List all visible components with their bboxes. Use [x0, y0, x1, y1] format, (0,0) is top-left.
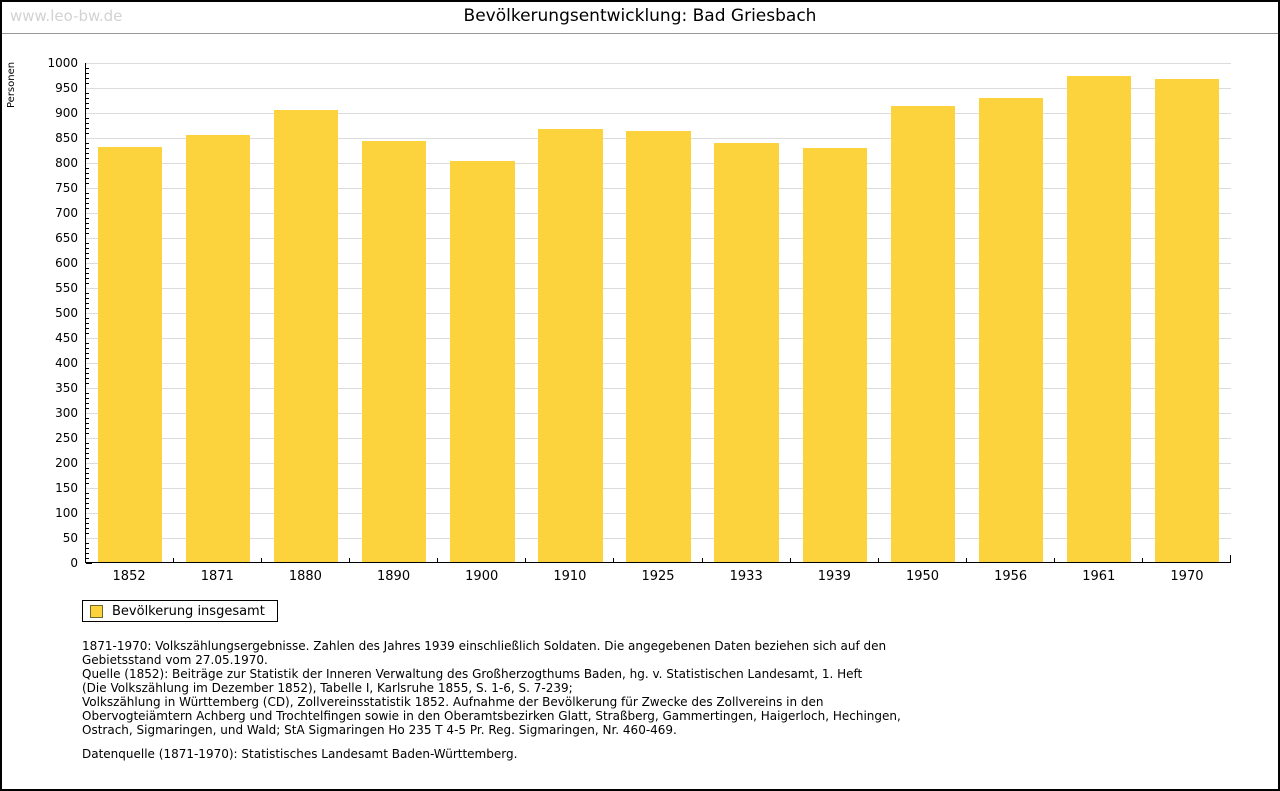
bar-slot [526, 63, 614, 562]
chart-title: Bevölkerungsentwicklung: Bad Griesbach [463, 6, 817, 26]
bar-slot [1055, 63, 1143, 562]
y-tick-label: 300 [55, 406, 78, 420]
y-tick-label: 750 [55, 181, 78, 195]
x-tick-label: 1925 [641, 569, 675, 584]
y-tick-label: 50 [62, 531, 78, 545]
x-tick [525, 558, 527, 562]
y-axis-labels: 0 50 100 150 200 250 300 350 400 450 500 550 600 650 7… [30, 56, 78, 573]
watermark: www.leo-bw.de [10, 7, 123, 25]
x-tick-label: 1970 [1170, 569, 1204, 584]
x-tick-label: 1933 [729, 569, 763, 584]
x-tick-label: 1852 [112, 569, 146, 584]
y-tick-label: 700 [55, 206, 78, 220]
header-divider [2, 33, 1278, 34]
bar-slot [86, 63, 174, 562]
bar-1933 [714, 142, 779, 562]
bar-1961 [1066, 75, 1132, 562]
y-tick [86, 563, 92, 564]
bar-slot [174, 63, 262, 562]
bar-slot [350, 63, 438, 562]
footnote-line: Obervogteiämtern Achberg und Trochtelfin… [82, 709, 901, 723]
bar-1880 [274, 109, 339, 562]
footnote-line: (Die Volkszählung im Dezember 1852), Tab… [82, 681, 573, 695]
bar-slot [262, 63, 350, 562]
y-tick-label: 100 [55, 506, 78, 520]
y-tick-label: 400 [55, 356, 78, 370]
y-tick-label: 650 [55, 231, 78, 245]
y-tick-label: 950 [55, 81, 78, 95]
footnote-line: Quelle (1852): Beiträge zur Statistik de… [82, 667, 863, 681]
y-tick-label: 850 [55, 131, 78, 145]
y-tick-label: 250 [55, 431, 78, 445]
bar-slot [879, 63, 967, 562]
x-axis-labels: 1852 1871 1880 1890 1900 1910 1925 1933 1939 1950… [85, 569, 1231, 584]
x-tick-label: 1961 [1082, 569, 1116, 584]
bar-1950 [890, 106, 955, 562]
plot-area [85, 63, 1231, 563]
x-tick [1053, 558, 1055, 562]
x-tick-label: 1956 [994, 569, 1028, 584]
x-tick [877, 558, 879, 562]
x-tick-label: 1900 [465, 569, 499, 584]
bar-slot [967, 63, 1055, 562]
x-tick-label: 1910 [553, 569, 587, 584]
bar-1939 [802, 147, 867, 562]
y-tick-label: 0 [70, 556, 78, 570]
bar-slot [703, 63, 791, 562]
x-tick [1141, 558, 1143, 562]
y-tick-label: 200 [55, 456, 78, 470]
y-tick-label: 800 [55, 156, 78, 170]
x-tick-label: 1871 [200, 569, 234, 584]
y-tick-label: 500 [55, 306, 78, 320]
y-tick-label: 900 [55, 106, 78, 120]
bar-1852 [97, 146, 163, 562]
bar-series [86, 63, 1231, 562]
bar-slot [1143, 63, 1231, 562]
x-tick [1230, 555, 1231, 562]
x-tick [613, 558, 615, 562]
footnote-line: 1871-1970: Volkszählungsergebnisse. Zahl… [82, 639, 887, 653]
bar-1900 [450, 160, 515, 562]
x-tick [789, 558, 791, 562]
bar-1910 [538, 128, 603, 562]
y-tick-label: 1000 [47, 56, 78, 70]
x-tick-label: 1939 [817, 569, 851, 584]
bar-1925 [626, 130, 691, 562]
datasource-line: Datenquelle (1871-1970): Statistisches L… [82, 747, 518, 761]
bar-slot [438, 63, 526, 562]
y-tick-label: 550 [55, 281, 78, 295]
x-tick [349, 558, 351, 562]
y-tick-label: 350 [55, 381, 78, 395]
x-tick [261, 558, 263, 562]
legend-color-swatch [90, 604, 103, 618]
y-tick-label: 150 [55, 481, 78, 495]
bar-1890 [362, 140, 427, 562]
bar-slot [614, 63, 702, 562]
bar-1970 [1154, 79, 1220, 562]
x-tick [701, 558, 703, 562]
footnote-line: Gebietsstand vom 27.05.1970. [82, 653, 268, 667]
x-tick-label: 1950 [905, 569, 940, 584]
y-axis-title: Personen [6, 61, 17, 108]
bar-1871 [185, 134, 251, 562]
x-tick-label: 1890 [377, 569, 411, 584]
bar-1956 [978, 97, 1043, 562]
bar-slot [791, 63, 879, 562]
x-tick [437, 558, 439, 562]
legend: Bevölkerung insgesamt [82, 600, 278, 622]
x-tick [173, 558, 175, 562]
y-tick-label: 450 [55, 331, 78, 345]
y-tick-label: 600 [55, 256, 78, 270]
x-tick [965, 558, 967, 562]
footnotes: 1871-1970: Volkszählungsergebnisse. Zahl… [82, 639, 901, 737]
legend-label: Bevölkerung insgesamt [112, 603, 265, 619]
footnote-line: Volkszählung in Württemberg (CD), Zollve… [82, 695, 824, 709]
x-tick-label: 1880 [288, 569, 322, 584]
footnote-line: Ostrach, Sigmaringen, und Wald; StA Sigm… [82, 723, 677, 737]
